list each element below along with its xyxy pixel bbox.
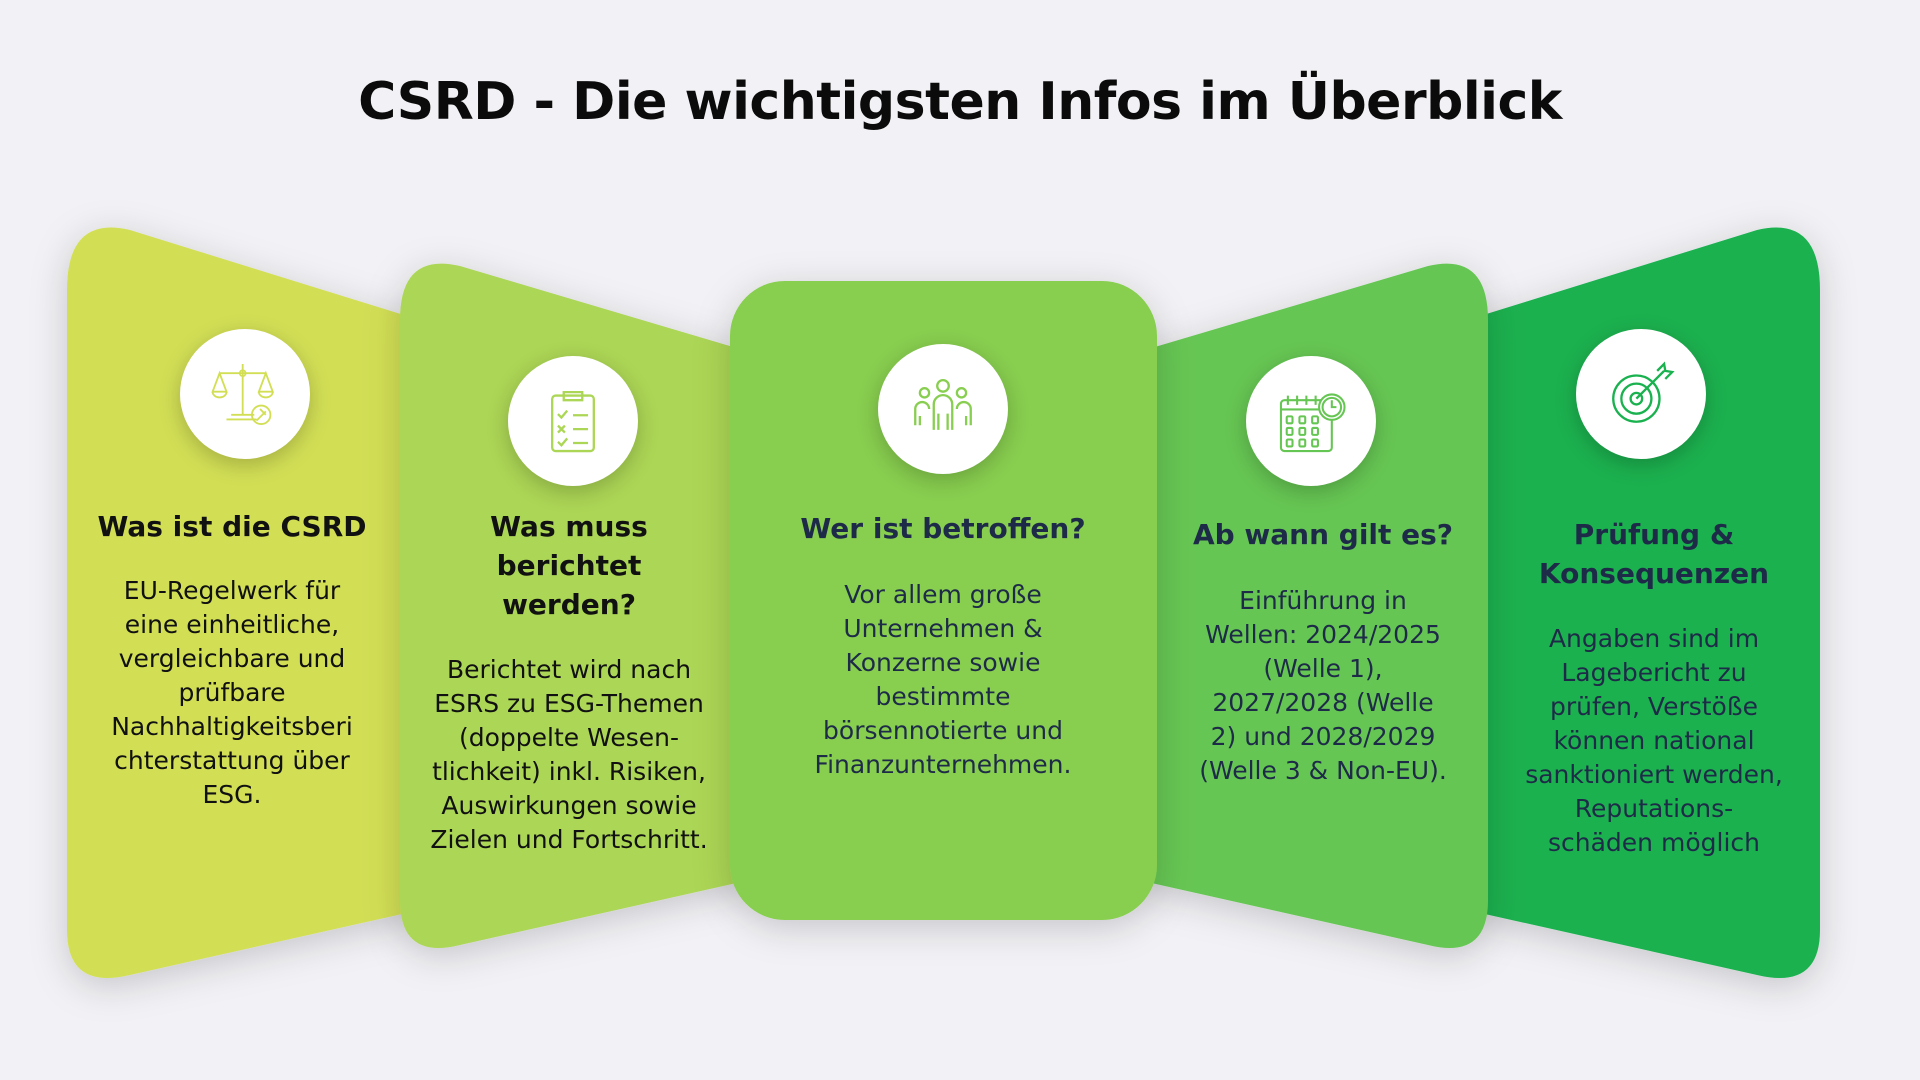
panel-5-shape: [1467, 227, 1820, 978]
panel-2-body: Berichtet wird nach ESRS zu ESG-Themen (…: [430, 655, 708, 854]
panel-5-body: Angaben sind im Lagebericht zu prüfen, V…: [1525, 624, 1783, 857]
page-title: CSRD - Die wichtigsten Infos im Überblic…: [358, 72, 1562, 132]
panel-3-icon-circle: [878, 344, 1008, 474]
panel-4-body: Einführung in Wellen: 2024/2025 (Welle 1…: [1199, 586, 1447, 785]
panel-2-heading: Was muss berichtet werden?: [490, 510, 648, 621]
panel-1-heading: Was ist die CSRD: [97, 510, 367, 543]
calendar-clock-icon: [1279, 393, 1346, 453]
panel-4-icon-circle: [1246, 356, 1376, 486]
panel-1-body: EU-Regelwerk für eine einheitliche, verg…: [111, 576, 353, 809]
panel-4-shape: [1138, 263, 1488, 948]
panel-3-shape: [730, 281, 1157, 920]
panel-5-icon-circle: [1576, 329, 1706, 459]
target-arrow-icon: [1612, 361, 1675, 423]
panel-1-shape: [67, 227, 420, 978]
panel-1-icon-circle: [180, 329, 310, 459]
panel-2-icon-circle: [508, 356, 638, 486]
panel-3-heading: Wer ist betroffen?: [800, 512, 1086, 545]
panel-3-body: Vor allem große Unternehmen & Konzerne s…: [814, 580, 1072, 779]
people-group-icon: [914, 378, 972, 430]
panel-4-heading: Ab wann gilt es?: [1192, 518, 1454, 551]
panel-2-shape: [400, 263, 750, 948]
clipboard-checklist-icon: [551, 390, 595, 453]
scales-gavel-icon: [211, 363, 275, 425]
panel-5-heading: Prüfung & Konsequenzen: [1538, 518, 1770, 590]
